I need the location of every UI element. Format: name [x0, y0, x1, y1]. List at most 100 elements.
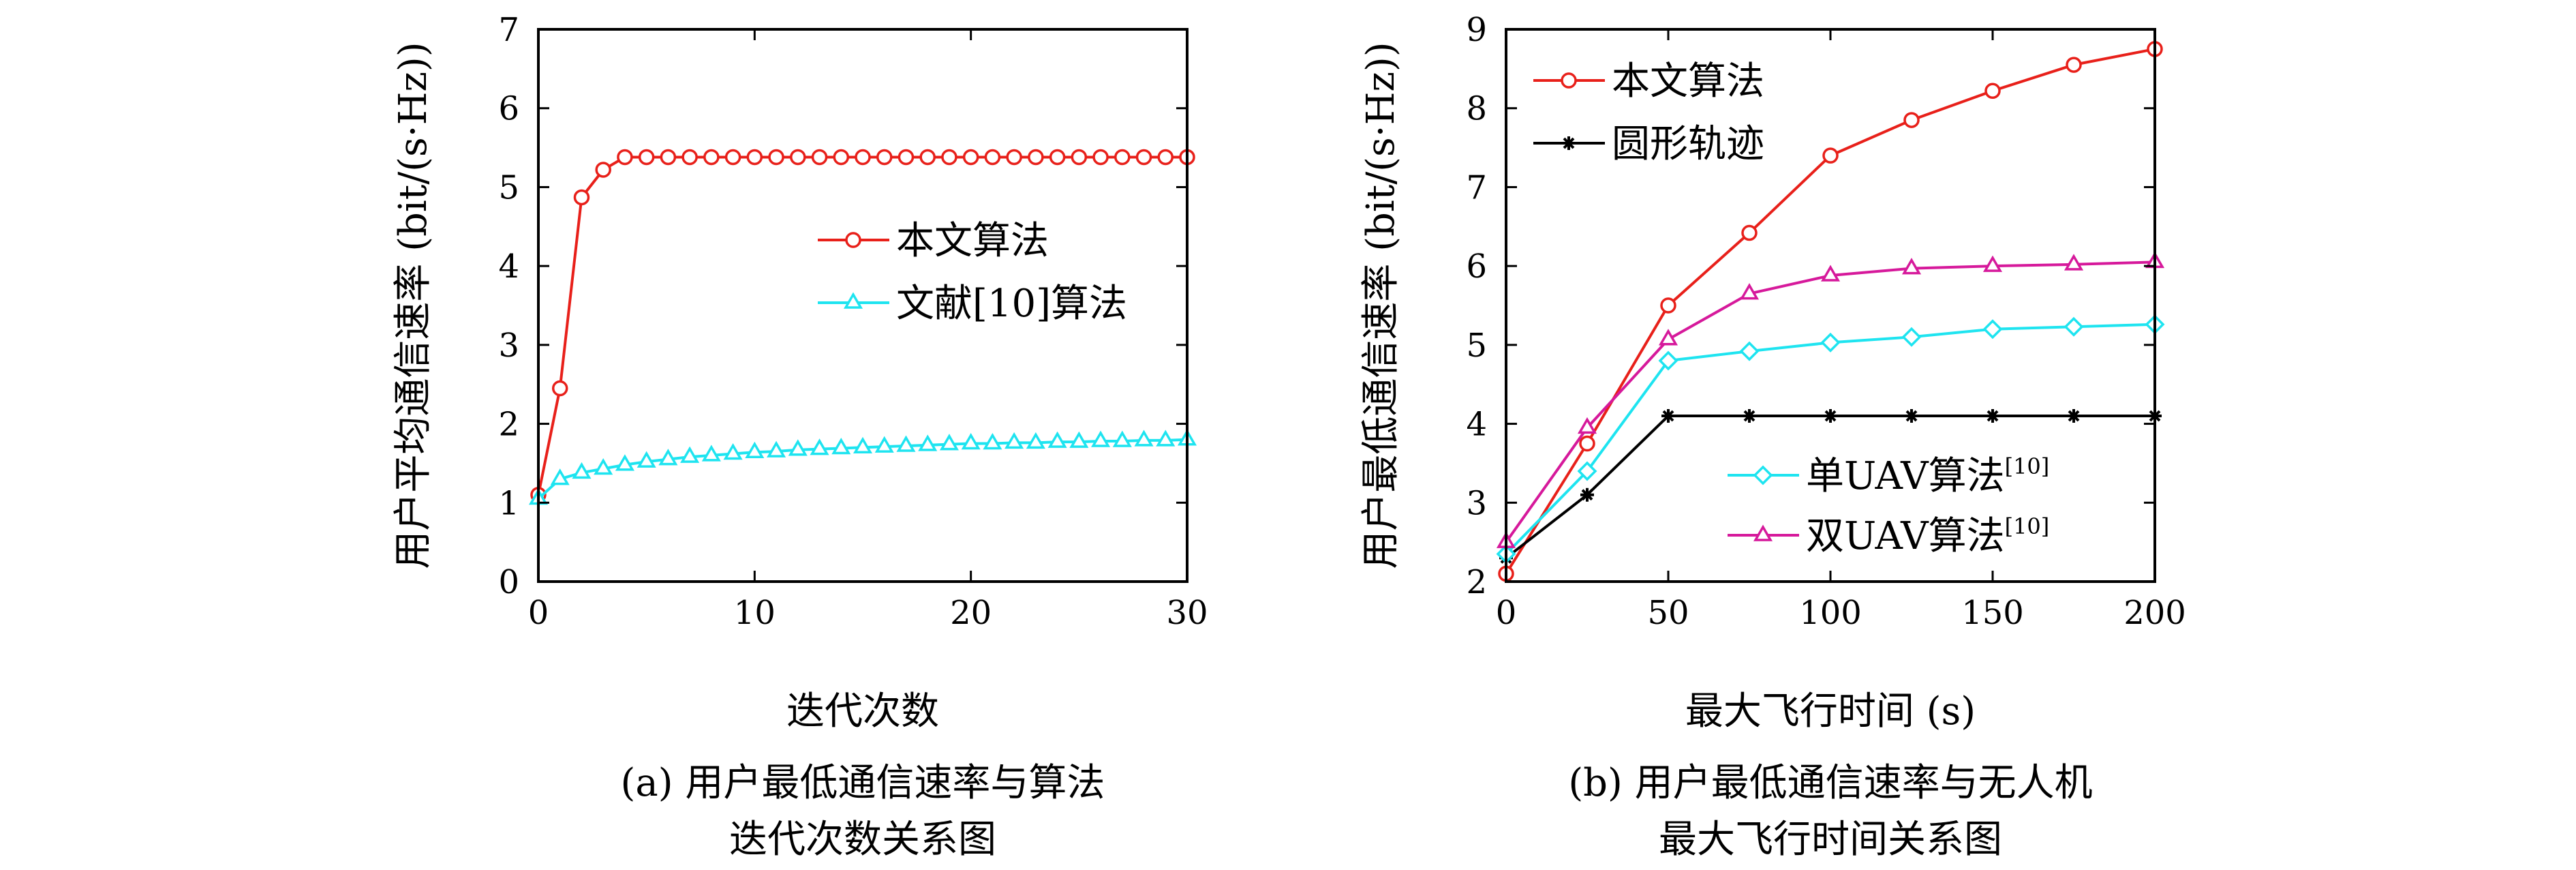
chart-a-series-1-point	[896, 435, 916, 452]
chart-a-legend-marker	[845, 232, 861, 248]
chart-a-y-tick-label: 7	[498, 11, 519, 49]
chart-a-series-1-point	[680, 446, 700, 463]
chart-a-series-0-point	[1092, 149, 1109, 166]
chart-a-series-0-point	[638, 149, 655, 166]
chart-a-series-1-point	[1026, 432, 1045, 449]
chart-a-series-0-point	[724, 149, 741, 166]
chart-b-series-3-point	[1820, 265, 1841, 282]
chart-a-series-1-point	[594, 458, 613, 475]
chart-b-legend-marker	[1753, 524, 1773, 541]
chart-b-y-tick-label: 5	[1466, 327, 1487, 365]
chart-b-legend-label: 双UAV算法[10]	[1806, 513, 2049, 558]
chart-b-ticks: 0 50 100 150 200 2 3 4 5 6 7 8 9	[1466, 11, 2186, 632]
chart-a-series-0-point	[681, 149, 698, 166]
chart-b-series-2-point	[1901, 327, 1922, 347]
chart-a-series-0-point	[984, 149, 1001, 166]
chart-b-series-0-point	[2066, 57, 2082, 73]
chart-a-series-1-point	[788, 439, 808, 456]
chart-a-series-1-point	[853, 436, 873, 454]
chart-a-series-1-point	[572, 462, 592, 479]
chart-b-plot-frame	[1505, 28, 2156, 583]
chart-b-series-0-point	[1903, 112, 1920, 128]
chart-b-y-axis-label: 用户最低通信速率 (bit/(s·Hz))	[1359, 42, 1403, 569]
chart-b-legend-label: 单UAV算法[10]	[1806, 453, 2049, 498]
chart-b-legend-marker	[1561, 72, 1577, 89]
chart-b-series-3-point	[1901, 258, 1922, 275]
chart-a-series-1-point	[701, 445, 721, 462]
chart-a-series-0-point	[768, 149, 784, 166]
chart-a-legend: 本文算法 文献[10]算法	[818, 219, 1127, 326]
chart-b: 0 50 100 150 200 2 3 4 5 6 7 8 9 用户最低通信速率 (bit/(s·Hz…	[1359, 11, 2186, 862]
chart-a-series-1-point	[1047, 431, 1067, 448]
chart-b-series-3-point	[1982, 255, 2003, 272]
chart-b-y-tick-label: 3	[1466, 484, 1487, 522]
chart-a-series-1-point	[983, 433, 1002, 450]
chart-a-x-tick-label: 20	[950, 594, 992, 632]
chart-a-series-0-point	[790, 149, 806, 166]
chart-a-series-0-point	[876, 149, 893, 166]
chart-a-y-tick-label: 5	[498, 168, 519, 207]
chart-b-series-2-point	[1739, 341, 1760, 361]
chart-a-y-tick-label: 4	[498, 247, 519, 286]
chart-a-legend-label: 本文算法	[896, 219, 1049, 263]
chart-a-series-1-point	[810, 438, 829, 455]
chart-b-legend-top: 本文算法 圆形轨迹	[1533, 59, 1764, 166]
chart-b-series-1-point	[1986, 409, 1999, 423]
chart-b-legend-label: 圆形轨迹	[1612, 122, 1764, 166]
chart-a-series-0-point	[703, 149, 720, 166]
chart-a-series-0-point	[1157, 149, 1174, 166]
chart-b-legend-marker	[1562, 136, 1576, 150]
chart-a-y-tick-label: 6	[498, 90, 519, 128]
chart-b-series-2-point	[1577, 461, 1597, 481]
chart-a-series-0-point	[855, 149, 871, 166]
chart-a-series-0-point	[595, 162, 611, 178]
chart-b-legend-label-sup: [10]	[2005, 513, 2050, 539]
chart-a-series-1-point	[723, 443, 743, 460]
chart-a-series-0-point	[1071, 149, 1088, 166]
chart-a-y-tick-label: 1	[498, 484, 519, 522]
chart-a-series-layer	[528, 149, 1197, 505]
chart-b-series-3-line	[1505, 260, 2156, 543]
chart-a-series-0-point	[811, 149, 828, 166]
chart-b-legend-label-main: 双UAV算法	[1806, 514, 2005, 558]
chart-a-y-tick-label: 3	[498, 327, 519, 365]
chart-a-series-0-point	[551, 380, 568, 397]
chart-a-series-1-point	[550, 468, 570, 485]
chart-b-x-tick-label: 50	[1647, 594, 1689, 632]
chart-a-series-1-point	[918, 434, 938, 451]
chart-b-x-tick-label: 200	[2123, 594, 2186, 632]
chart-a-series-1-point	[615, 454, 634, 471]
chart-b-series-0-point	[1984, 82, 2001, 100]
chart-a-series-1-point	[1005, 432, 1024, 449]
chart-b-series-1-point	[1661, 409, 1675, 423]
chart-b-series-1-point	[1743, 409, 1756, 423]
chart-a-caption-line-2: 迭代次数关系图	[729, 817, 996, 862]
chart-a-series-0-point	[573, 189, 590, 206]
chart-b-y-tick-label: 7	[1466, 168, 1487, 207]
chart-a-legend-label: 文献[10]算法	[896, 282, 1127, 326]
chart-b-series-2-point	[1982, 319, 2003, 340]
chart-a-series-0-point	[617, 149, 633, 166]
chart-a-series-0-point	[919, 149, 936, 166]
chart-a-series-1-point	[1156, 430, 1176, 447]
chart-a-series-1-point	[874, 436, 894, 453]
chart-a-x-axis-label: 迭代次数	[786, 689, 939, 734]
chart-a-series-1-point	[745, 441, 765, 458]
chart-a-series-0-point	[941, 149, 957, 166]
chart-b-y-tick-label: 9	[1466, 11, 1487, 49]
chart-a-series-1-point	[961, 433, 981, 450]
chart-b-caption-line-2: 最大飞行时间关系图	[1659, 817, 2002, 862]
chart-a-x-tick-label: 10	[734, 594, 776, 632]
chart-a-series-1-point	[939, 434, 959, 451]
chart-b-legend-marker	[1753, 465, 1773, 485]
chart-a-caption-line-1: (a) 用户最低通信速率与算法	[621, 761, 1105, 805]
chart-a-series-1-point	[1069, 431, 1089, 448]
chart-b-x-tick-label: 150	[1961, 594, 2024, 632]
chart-b-series-0-point	[1822, 147, 1839, 164]
chart-a-legend-marker	[843, 292, 863, 309]
chart-a-series-0-point	[1049, 149, 1066, 166]
chart-b-series-3-point	[1658, 329, 1678, 346]
chart-b-series-0-point	[1660, 297, 1676, 314]
chart-b-series-2-point	[2064, 316, 2084, 337]
